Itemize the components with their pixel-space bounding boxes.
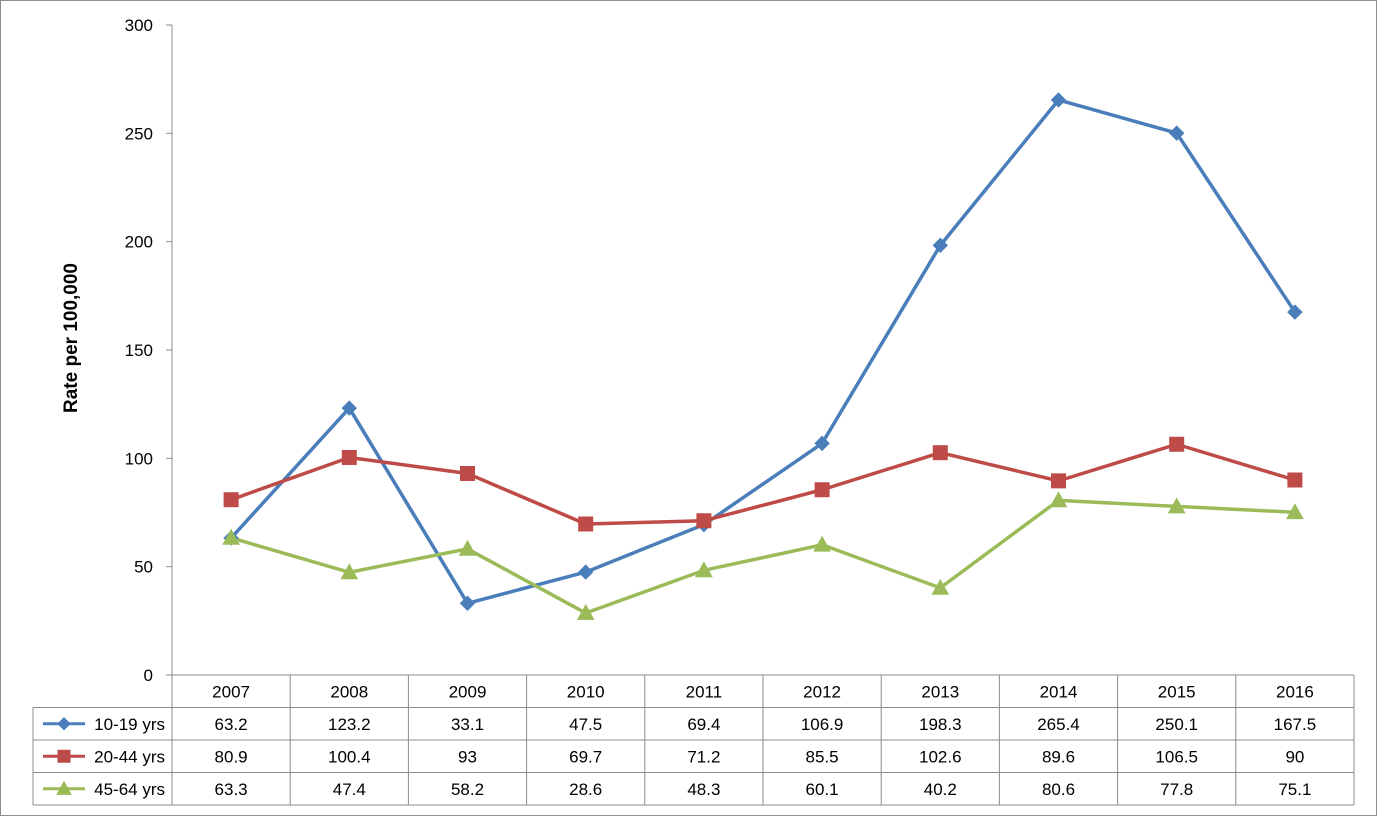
data-point: [340, 563, 359, 580]
table-cell-value: 40.2: [924, 780, 957, 799]
y-tick-label: 0: [144, 666, 153, 685]
data-point: [223, 492, 239, 508]
y-tick-label: 250: [125, 124, 153, 143]
data-point: [458, 539, 477, 556]
table-cell-value: 58.2: [451, 780, 484, 799]
y-tick-label: 50: [134, 558, 153, 577]
table-cell-value: 85.5: [806, 747, 839, 766]
table-cell-value: 60.1: [806, 780, 839, 799]
y-tick-label: 200: [125, 233, 153, 252]
data-point: [1051, 473, 1066, 489]
x-category-label: 2011: [686, 682, 723, 701]
x-category-label: 2010: [567, 682, 605, 701]
y-axis: 0 50 100 150 200 250 300: [125, 16, 173, 685]
table-cell-value: 89.6: [1042, 747, 1075, 766]
data-point: [813, 535, 831, 552]
y-tick-label: 100: [125, 449, 153, 468]
table-cell-value: 33.1: [451, 715, 484, 734]
data-point: [931, 578, 950, 595]
y-tick-label: 150: [125, 341, 153, 360]
data-point: [1286, 503, 1304, 520]
data-point: [1050, 92, 1067, 108]
table-cell-value: 198.3: [919, 715, 962, 734]
data-point: [1169, 436, 1185, 452]
legend-series-name: 20-44 yrs: [94, 747, 165, 766]
table-cell-value: 106.5: [1155, 747, 1198, 766]
table-cell-value: 69.7: [569, 747, 602, 766]
data-point: [696, 513, 712, 529]
series-line: [230, 498, 1295, 615]
legend-series-name: 45-64 yrs: [94, 780, 165, 799]
legend-series-name: 10-19 yrs: [94, 715, 165, 734]
table-cell-value: 71.2: [687, 747, 720, 766]
y-tick-label: 300: [125, 16, 153, 35]
data-point: [814, 482, 830, 498]
x-category-label: 2012: [803, 682, 841, 701]
data-point: [1287, 304, 1303, 320]
table-cell-value: 167.5: [1274, 715, 1317, 734]
table-cell-value: 75.1: [1278, 780, 1311, 799]
table-cell-value: 63.2: [215, 715, 248, 734]
data-point: [341, 400, 358, 416]
table-cell-value: 100.4: [328, 747, 371, 766]
table-cell-value: 69.4: [687, 715, 720, 734]
series-line: [230, 442, 1296, 526]
table-cell-value: 265.4: [1037, 715, 1080, 734]
table-cell-value: 47.5: [569, 715, 602, 734]
data-point: [814, 435, 830, 452]
data-point: [459, 595, 476, 611]
x-category-label: 2016: [1276, 682, 1314, 701]
table-cell-value: 28.6: [569, 780, 602, 799]
table-cell-value: 47.4: [333, 780, 366, 799]
x-category-label: 2009: [449, 682, 487, 701]
data-point: [222, 528, 240, 545]
x-category-label: 2008: [330, 682, 368, 701]
table-cell-value: 80.9: [215, 747, 248, 766]
table-cell-value: 77.8: [1160, 780, 1193, 799]
data-point: [341, 449, 357, 465]
table-cell-value: 250.1: [1155, 715, 1198, 734]
table-cell-value: 123.2: [328, 715, 371, 734]
data-point: [1168, 125, 1185, 141]
series-group: [222, 92, 1304, 620]
table-cell-value: 106.9: [801, 715, 844, 734]
data-table: 2007 2008 2009 2010 2011 2012 2013 2014 2015 2016…: [32, 674, 1355, 806]
table-cell-value: 90: [1285, 747, 1304, 766]
data-point: [460, 466, 475, 481]
data-point: [1287, 472, 1303, 488]
x-category-label: 2015: [1158, 682, 1196, 701]
legend-key-marker: [57, 717, 71, 731]
legend-key-marker: [57, 749, 71, 763]
table-cell-value: 93: [458, 747, 477, 766]
data-point: [1049, 491, 1068, 508]
data-point: [695, 561, 713, 578]
series-line: [229, 98, 1297, 606]
table-cell-value: 48.3: [687, 780, 720, 799]
x-category-label: 2013: [921, 682, 959, 701]
data-point: [1167, 497, 1186, 514]
data-point: [576, 604, 595, 620]
data-point: [932, 237, 949, 254]
x-category-label: 2007: [212, 682, 250, 701]
data-point: [577, 564, 594, 580]
x-category-label: 2014: [1040, 682, 1078, 701]
data-point: [932, 445, 948, 461]
data-point: [578, 516, 594, 532]
table-cell-value: 80.6: [1042, 780, 1075, 799]
table-cell-value: 102.6: [919, 747, 962, 766]
y-axis-label: Rate per 100,000: [61, 263, 82, 413]
legend-key-marker: [56, 780, 72, 795]
table-cell-value: 63.3: [215, 780, 248, 799]
